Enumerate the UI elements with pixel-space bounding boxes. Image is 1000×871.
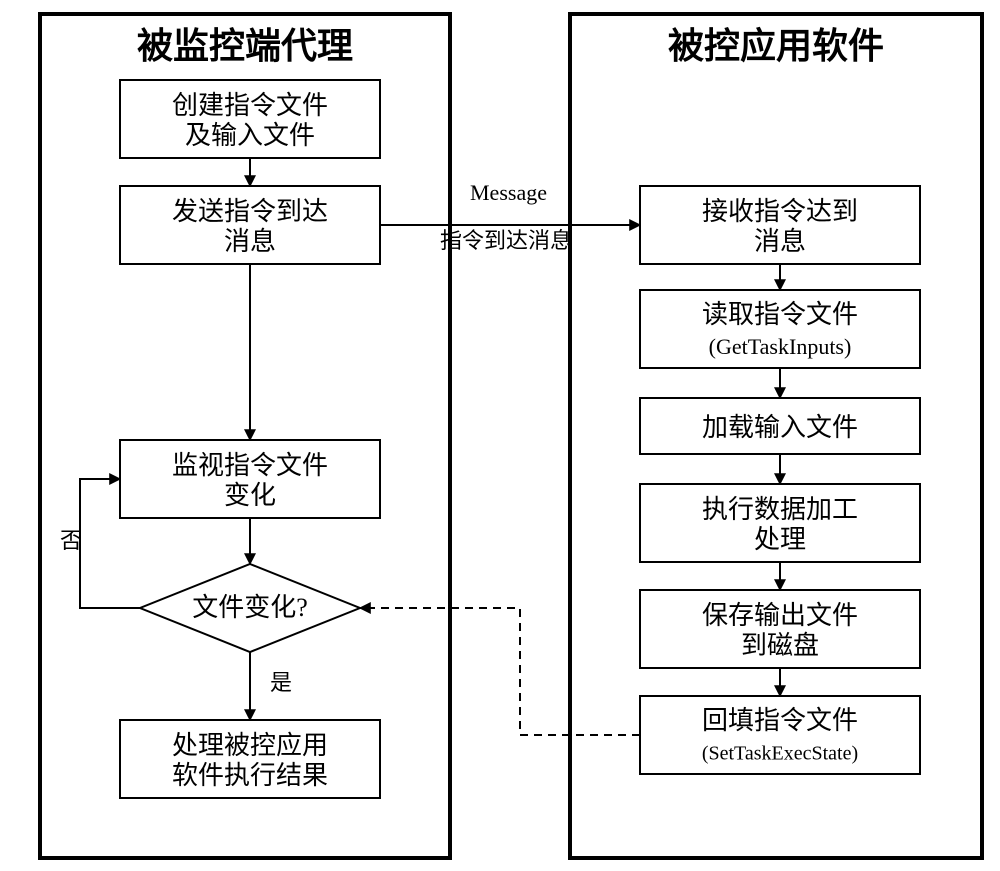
node-text-R2-1: (GetTaskInputs): [709, 334, 852, 359]
node-text-R4-1: 处理: [754, 525, 806, 554]
edge-label-e4: 是: [270, 670, 292, 695]
node-text-L3-0: 监视指令文件: [172, 451, 328, 480]
node-text-L2-0: 发送指令到达: [172, 197, 328, 226]
node-text-L1-0: 创建指令文件: [172, 91, 328, 120]
node-text-R1-0: 接收指令达到: [702, 197, 858, 226]
node-text-L2-1: 消息: [224, 227, 276, 256]
panel-title-left: 被监控端代理: [137, 25, 353, 66]
edge-label-e6-1: 指令到达消息: [440, 228, 572, 253]
panel-title-right: 被控应用软件: [668, 25, 884, 66]
edge-e12: [360, 608, 640, 735]
edge-label-e6-0: Message: [470, 180, 547, 205]
node-text-R4-0: 执行数据加工: [702, 495, 858, 524]
node-text-R5-0: 保存输出文件: [702, 601, 858, 630]
node-text-R3-0: 加载输入文件: [702, 413, 858, 442]
node-text-L3-1: 变化: [224, 481, 276, 510]
node-text-L4-0: 处理被控应用: [172, 731, 328, 760]
node-text-L4-1: 软件执行结果: [172, 761, 328, 790]
node-text-D1: 文件变化?: [192, 593, 308, 622]
node-text-L1-1: 及输入文件: [185, 121, 315, 150]
flowchart: 被监控端代理被控应用软件创建指令文件及输入文件发送指令到达消息监视指令文件变化文…: [0, 0, 1000, 871]
edge-label-e5: 否: [60, 528, 82, 553]
node-text-R1-1: 消息: [754, 227, 806, 256]
node-text-R5-1: 到磁盘: [741, 631, 819, 660]
node-text-R6-0: 回填指令文件: [702, 706, 858, 735]
node-text-R6-1: (SetTaskExecState): [702, 743, 858, 765]
node-text-R2-0: 读取指令文件: [702, 300, 858, 329]
